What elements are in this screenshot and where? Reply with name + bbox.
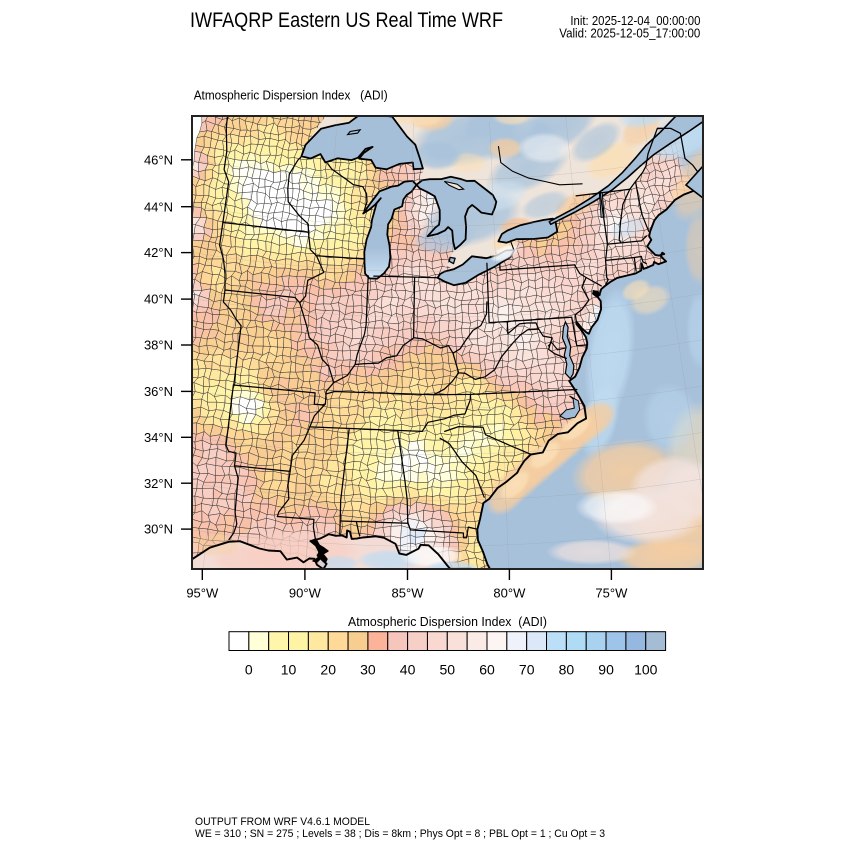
- svg-text:40°N: 40°N: [144, 292, 173, 307]
- svg-text:IWFAQRP Eastern US Real Time W: IWFAQRP Eastern US Real Time WRF: [190, 9, 503, 32]
- svg-text:OUTPUT FROM WRF V4.6.1 MODEL: OUTPUT FROM WRF V4.6.1 MODEL: [195, 816, 370, 828]
- svg-text:70: 70: [519, 662, 535, 678]
- svg-text:80: 80: [559, 662, 575, 678]
- svg-text:85°W: 85°W: [392, 586, 425, 601]
- svg-text:30°N: 30°N: [144, 522, 173, 537]
- svg-text:90: 90: [598, 662, 614, 678]
- svg-text:Atmospheric Dispersion Index: Atmospheric Dispersion Index (ADI): [194, 87, 388, 102]
- svg-text:20: 20: [320, 662, 336, 678]
- svg-text:40: 40: [400, 662, 416, 678]
- svg-text:30: 30: [360, 662, 376, 678]
- svg-text:Atmospheric Dispersion Index: Atmospheric Dispersion Index (ADI): [348, 614, 547, 629]
- svg-text:80°W: 80°W: [493, 586, 526, 601]
- svg-text:100: 100: [634, 662, 658, 678]
- svg-text:36°N: 36°N: [144, 384, 173, 399]
- svg-text:60: 60: [479, 662, 495, 678]
- svg-text:0: 0: [245, 662, 253, 678]
- svg-text:42°N: 42°N: [144, 245, 173, 260]
- svg-text:46°N: 46°N: [144, 152, 173, 167]
- svg-text:Init: 2025-12-04_00:00:00: Init: 2025-12-04_00:00:00: [570, 14, 700, 28]
- svg-text:WE = 310 ; SN = 275 ; Levels =: WE = 310 ; SN = 275 ; Levels = 38 ; Dis …: [195, 828, 605, 840]
- svg-text:75°W: 75°W: [595, 586, 628, 601]
- svg-text:90°W: 90°W: [289, 586, 322, 601]
- svg-text:32°N: 32°N: [144, 476, 173, 491]
- svg-text:50: 50: [440, 662, 456, 678]
- svg-text:95°W: 95°W: [186, 586, 219, 601]
- svg-text:10: 10: [281, 662, 297, 678]
- svg-text:Valid: 2025-12-05_17:00:00: Valid: 2025-12-05_17:00:00: [559, 27, 700, 41]
- svg-text:38°N: 38°N: [144, 338, 173, 353]
- svg-text:34°N: 34°N: [144, 430, 173, 445]
- svg-text:44°N: 44°N: [144, 199, 173, 214]
